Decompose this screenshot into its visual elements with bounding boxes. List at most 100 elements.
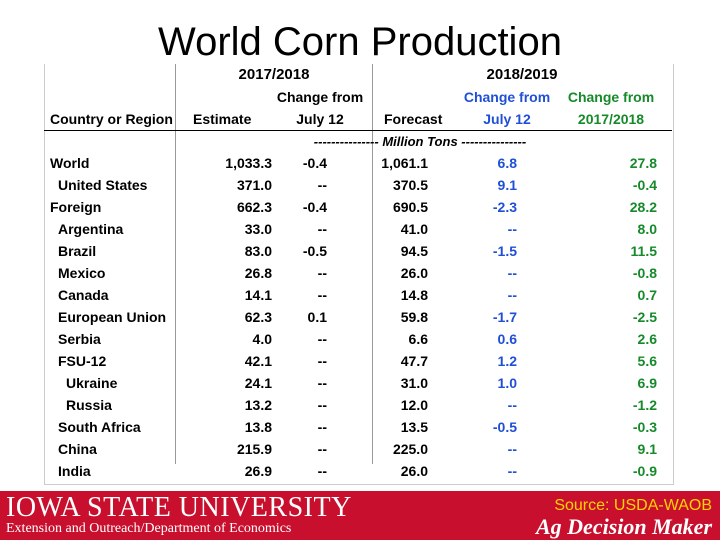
row-fchg: 1.0 — [497, 375, 517, 391]
row-fchg: 0.6 — [497, 331, 517, 347]
row-est: 24.1 — [244, 375, 272, 391]
row-chg: -- — [317, 463, 327, 479]
row-fchg: -1.7 — [492, 309, 517, 325]
row-region: European Union — [58, 309, 167, 325]
row-region: United States — [58, 177, 148, 193]
row-region: Serbia — [58, 331, 101, 347]
row-chg: -- — [317, 221, 327, 237]
row-fc: 41.0 — [400, 221, 428, 237]
row-est: 1,033.3 — [225, 155, 272, 171]
row-chg: -- — [317, 375, 327, 391]
row-est: 13.8 — [244, 419, 272, 435]
row-chg: -- — [317, 177, 327, 193]
row-region: Brazil — [58, 243, 97, 259]
row-region: Russia — [66, 397, 112, 413]
row-region: Argentina — [58, 221, 124, 237]
units-label: --------------- Million Tons -----------… — [313, 134, 527, 149]
row-yoy: 6.9 — [637, 375, 657, 391]
row-yoy: -2.5 — [632, 309, 657, 325]
row-chg: -0.4 — [302, 155, 327, 171]
row-region: World — [50, 155, 90, 171]
row-fc: 690.5 — [392, 199, 428, 215]
row-fc: 12.0 — [400, 397, 428, 413]
row-region: Foreign — [50, 199, 102, 215]
header-country: Country or Region — [50, 111, 173, 127]
row-est: 371.0 — [236, 177, 272, 193]
row-chg: -0.4 — [302, 199, 327, 215]
row-est: 215.9 — [236, 441, 272, 457]
row-est: 26.8 — [244, 265, 272, 281]
row-chg: 0.1 — [307, 309, 327, 325]
header-estimate: Estimate — [193, 111, 252, 127]
row-fc: 14.8 — [400, 287, 428, 303]
row-yoy: -0.3 — [632, 419, 657, 435]
header-green-change-2: 2017/2018 — [577, 111, 645, 127]
header-green-change-1: Change from — [567, 89, 655, 105]
department-label: Extension and Outreach/Department of Eco… — [6, 521, 292, 536]
divider-mid — [372, 64, 373, 464]
row-est: 26.9 — [244, 463, 272, 479]
row-fc: 31.0 — [400, 375, 428, 391]
row-fc: 225.0 — [392, 441, 428, 457]
row-chg: -- — [317, 265, 327, 281]
row-fchg: -- — [507, 265, 517, 281]
row-fc: 370.5 — [392, 177, 428, 193]
row-yoy: 8.0 — [637, 221, 657, 237]
row-fchg: 1.2 — [497, 353, 517, 369]
row-chg: -- — [317, 397, 327, 413]
row-region: Mexico — [58, 265, 106, 281]
header-blue-change-1: Change from — [463, 89, 551, 105]
row-chg: -- — [317, 441, 327, 457]
row-fchg: -0.5 — [492, 419, 517, 435]
row-yoy: 27.8 — [629, 155, 657, 171]
row-fchg: -- — [507, 397, 517, 413]
row-fchg: -- — [507, 221, 517, 237]
row-yoy: -0.9 — [632, 463, 657, 479]
row-fchg: -- — [507, 463, 517, 479]
row-yoy: 2.6 — [637, 331, 657, 347]
source-label: Source: USDA-WAOB — [554, 497, 712, 514]
row-fc: 47.7 — [400, 353, 428, 369]
footer-bar — [0, 491, 720, 540]
row-fc: 59.8 — [400, 309, 428, 325]
row-est: 13.2 — [244, 397, 272, 413]
header-underline — [44, 130, 672, 131]
row-fc: 94.5 — [400, 243, 428, 259]
row-fchg: -- — [507, 287, 517, 303]
row-chg: -0.5 — [302, 243, 327, 259]
row-chg: -- — [317, 419, 327, 435]
row-est: 62.3 — [244, 309, 272, 325]
row-est: 4.0 — [252, 331, 272, 347]
header-2018-2019: 2018/2019 — [486, 66, 558, 83]
header-2017-2018: 2017/2018 — [238, 66, 310, 83]
row-region: South Africa — [58, 419, 141, 435]
production-table — [44, 64, 674, 485]
row-est: 14.1 — [244, 287, 272, 303]
row-region: Canada — [58, 287, 109, 303]
row-yoy: -0.4 — [632, 177, 657, 193]
divider-left — [175, 64, 176, 464]
row-yoy: 9.1 — [637, 441, 657, 457]
row-fchg: 6.8 — [497, 155, 517, 171]
row-yoy: 0.7 — [637, 287, 657, 303]
row-region: India — [58, 463, 91, 479]
row-yoy: 28.2 — [629, 199, 657, 215]
row-est: 33.0 — [244, 221, 272, 237]
row-fchg: -- — [507, 441, 517, 457]
row-fc: 26.0 — [400, 463, 428, 479]
row-fchg: -2.3 — [492, 199, 517, 215]
row-fc: 1,061.1 — [381, 155, 428, 171]
row-yoy: -1.2 — [632, 397, 657, 413]
row-yoy: 5.6 — [637, 353, 657, 369]
row-yoy: 11.5 — [630, 243, 657, 259]
university-logo: IOWA STATE UNIVERSITY — [6, 492, 352, 523]
row-fchg: -1.5 — [492, 243, 517, 259]
row-est: 662.3 — [236, 199, 272, 215]
slide-title: World Corn Production — [158, 20, 562, 64]
row-est: 83.0 — [244, 243, 272, 259]
header-change-july-1: Change from — [276, 89, 364, 105]
row-fc: 13.5 — [400, 419, 428, 435]
row-chg: -- — [317, 287, 327, 303]
header-change-july-2: July 12 — [296, 111, 344, 127]
row-fc: 6.6 — [408, 331, 428, 347]
